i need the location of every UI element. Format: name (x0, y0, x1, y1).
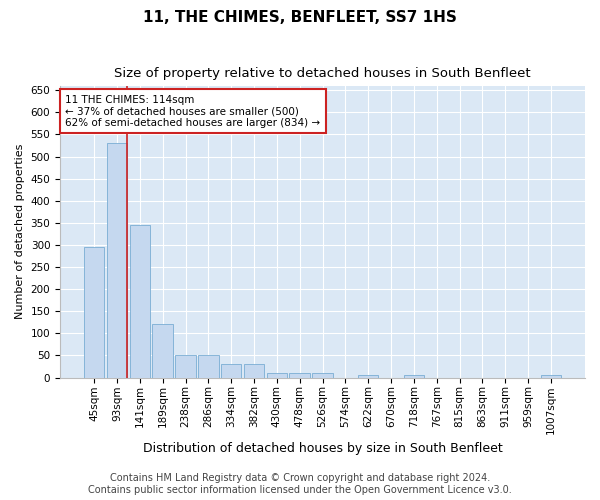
X-axis label: Distribution of detached houses by size in South Benfleet: Distribution of detached houses by size … (143, 442, 502, 455)
Text: 11 THE CHIMES: 114sqm
← 37% of detached houses are smaller (500)
62% of semi-det: 11 THE CHIMES: 114sqm ← 37% of detached … (65, 94, 320, 128)
Bar (152, 324, 173, 378)
Bar (221, 364, 241, 378)
Text: Contains HM Land Registry data © Crown copyright and database right 2024.
Contai: Contains HM Land Registry data © Crown c… (88, 474, 512, 495)
Bar (312, 373, 333, 378)
Text: 11, THE CHIMES, BENFLEET, SS7 1HS: 11, THE CHIMES, BENFLEET, SS7 1HS (143, 10, 457, 25)
Bar (404, 376, 424, 378)
Bar (175, 356, 196, 378)
Bar (541, 376, 561, 378)
Bar (84, 247, 104, 378)
Bar (358, 376, 379, 378)
Bar (289, 373, 310, 378)
Bar (130, 225, 150, 378)
Bar (244, 364, 264, 378)
Title: Size of property relative to detached houses in South Benfleet: Size of property relative to detached ho… (114, 68, 531, 80)
Y-axis label: Number of detached properties: Number of detached properties (15, 144, 25, 320)
Bar (107, 144, 127, 378)
Bar (266, 373, 287, 378)
Bar (198, 356, 218, 378)
